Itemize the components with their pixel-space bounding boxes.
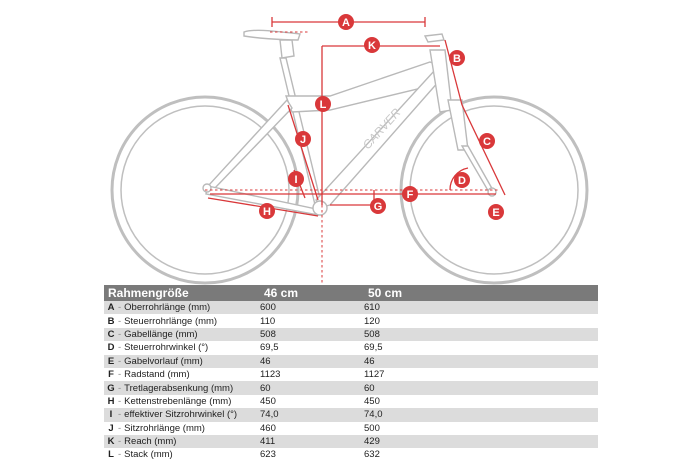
table-row: J - Sitzrohrlänge (mm) 460 500 xyxy=(104,421,598,435)
table-row: E - Gabelvorlauf (mm) 46 46 xyxy=(104,354,598,368)
geometry-table: Rahmengröße 46 cm 50 cm A - Oberrohrlänge… xyxy=(104,285,598,462)
header-size: Rahmengröße xyxy=(104,285,260,301)
row-letter: J xyxy=(104,421,118,435)
label-badge-b: B xyxy=(449,50,465,66)
row-name: - Tretlagerabsenkung (mm) xyxy=(118,381,260,395)
label-badge-i: I xyxy=(288,171,304,187)
label-badge-d: D xyxy=(454,172,470,188)
table-row: C - Gabellänge (mm) 508 508 xyxy=(104,327,598,342)
row-name: - Steuerrohrwinkel (°) xyxy=(118,341,260,355)
svg-text:H: H xyxy=(263,206,271,218)
row-letter: D xyxy=(104,341,118,355)
table-row: F - Radstand (mm) 1123 1127 xyxy=(104,367,598,382)
row-value-46: 69,5 xyxy=(260,341,364,355)
row-value-50: 46 xyxy=(364,354,598,368)
row-value-50: 450 xyxy=(364,394,598,409)
table-row: G - Tretlagerabsenkung (mm) 60 60 xyxy=(104,381,598,395)
table-row: B - Steuerrohrlänge (mm) 110 120 xyxy=(104,314,598,328)
row-letter: F xyxy=(104,367,118,382)
table-row: L - Stack (mm) 623 632 xyxy=(104,448,598,462)
row-letter: I xyxy=(104,408,118,422)
row-value-50: 69,5 xyxy=(364,341,598,355)
row-letter: B xyxy=(104,314,118,328)
row-value-50: 508 xyxy=(364,327,598,342)
dimension-lines xyxy=(205,17,506,290)
svg-text:K: K xyxy=(368,40,376,52)
row-value-50: 60 xyxy=(364,381,598,395)
svg-text:F: F xyxy=(407,189,414,201)
label-badge-j: J xyxy=(295,131,311,147)
label-badge-k: K xyxy=(364,37,380,53)
row-name: - Stack (mm) xyxy=(118,448,260,462)
row-value-50: 1127 xyxy=(364,367,598,382)
row-name: - Gabellänge (mm) xyxy=(118,327,260,342)
label-badge-h: H xyxy=(259,203,275,219)
svg-text:I: I xyxy=(294,174,297,186)
row-value-46: 46 xyxy=(260,354,364,368)
row-letter: H xyxy=(104,394,118,409)
table-row: A - Oberrohrlänge (mm) 600 610 xyxy=(104,301,598,315)
table-header-row: Rahmengröße 46 cm 50 cm xyxy=(104,285,598,301)
label-badge-a: A xyxy=(338,14,354,30)
row-name: - Sitzrohrlänge (mm) xyxy=(118,421,260,435)
row-name: - Reach (mm) xyxy=(118,434,260,449)
row-value-50: 610 xyxy=(364,301,598,315)
row-value-46: 623 xyxy=(260,448,364,462)
rear-wheel xyxy=(110,95,300,285)
row-value-46: 60 xyxy=(260,381,364,395)
row-name: - effektiver Sitzrohrwinkel (°) xyxy=(118,408,260,422)
row-value-50: 632 xyxy=(364,448,598,462)
bike-geometry-diagram: CARVER A B C D E xyxy=(110,14,589,290)
row-value-46: 450 xyxy=(260,394,364,409)
row-value-46: 74,0 xyxy=(260,408,364,422)
label-badge-g: G xyxy=(370,198,386,214)
svg-text:B: B xyxy=(453,53,461,65)
svg-text:E: E xyxy=(492,207,499,219)
row-value-46: 1123 xyxy=(260,367,364,382)
row-value-46: 411 xyxy=(260,434,364,449)
row-letter: K xyxy=(104,434,118,449)
svg-text:D: D xyxy=(458,175,466,187)
label-badge-f: F xyxy=(402,186,418,202)
label-badge-c: C xyxy=(479,133,495,149)
svg-text:C: C xyxy=(483,136,491,148)
svg-text:G: G xyxy=(374,201,383,213)
row-value-50: 429 xyxy=(364,434,598,449)
row-letter: G xyxy=(104,381,118,395)
row-name: - Gabelvorlauf (mm) xyxy=(118,354,260,368)
svg-text:A: A xyxy=(342,17,350,29)
header-50cm: 50 cm xyxy=(364,285,598,301)
table-row: H - Kettenstrebenlänge (mm) 450 450 xyxy=(104,394,598,409)
svg-text:J: J xyxy=(300,134,306,146)
row-value-46: 110 xyxy=(260,314,364,328)
table-row: D - Steuerrohrwinkel (°) 69,5 69,5 xyxy=(104,341,598,355)
table-row: K - Reach (mm) 411 429 xyxy=(104,434,598,449)
svg-text:L: L xyxy=(320,99,327,111)
label-badge-e: E xyxy=(488,204,504,220)
row-letter: A xyxy=(104,301,118,315)
row-value-46: 508 xyxy=(260,327,364,342)
row-name: - Kettenstrebenlänge (mm) xyxy=(118,394,260,409)
row-letter: L xyxy=(104,448,118,462)
row-letter: C xyxy=(104,327,118,342)
row-value-50: 500 xyxy=(364,421,598,435)
row-name: - Steuerrohrlänge (mm) xyxy=(118,314,260,328)
row-value-50: 74,0 xyxy=(364,408,598,422)
table-row: I - effektiver Sitzrohrwinkel (°) 74,0 74… xyxy=(104,408,598,422)
row-value-46: 460 xyxy=(260,421,364,435)
label-badge-l: L xyxy=(315,96,331,112)
row-name: - Radstand (mm) xyxy=(118,367,260,382)
row-name: - Oberrohrlänge (mm) xyxy=(118,301,260,315)
row-value-50: 120 xyxy=(364,314,598,328)
row-letter: E xyxy=(104,354,118,368)
header-46cm: 46 cm xyxy=(260,285,364,301)
row-value-46: 600 xyxy=(260,301,364,315)
